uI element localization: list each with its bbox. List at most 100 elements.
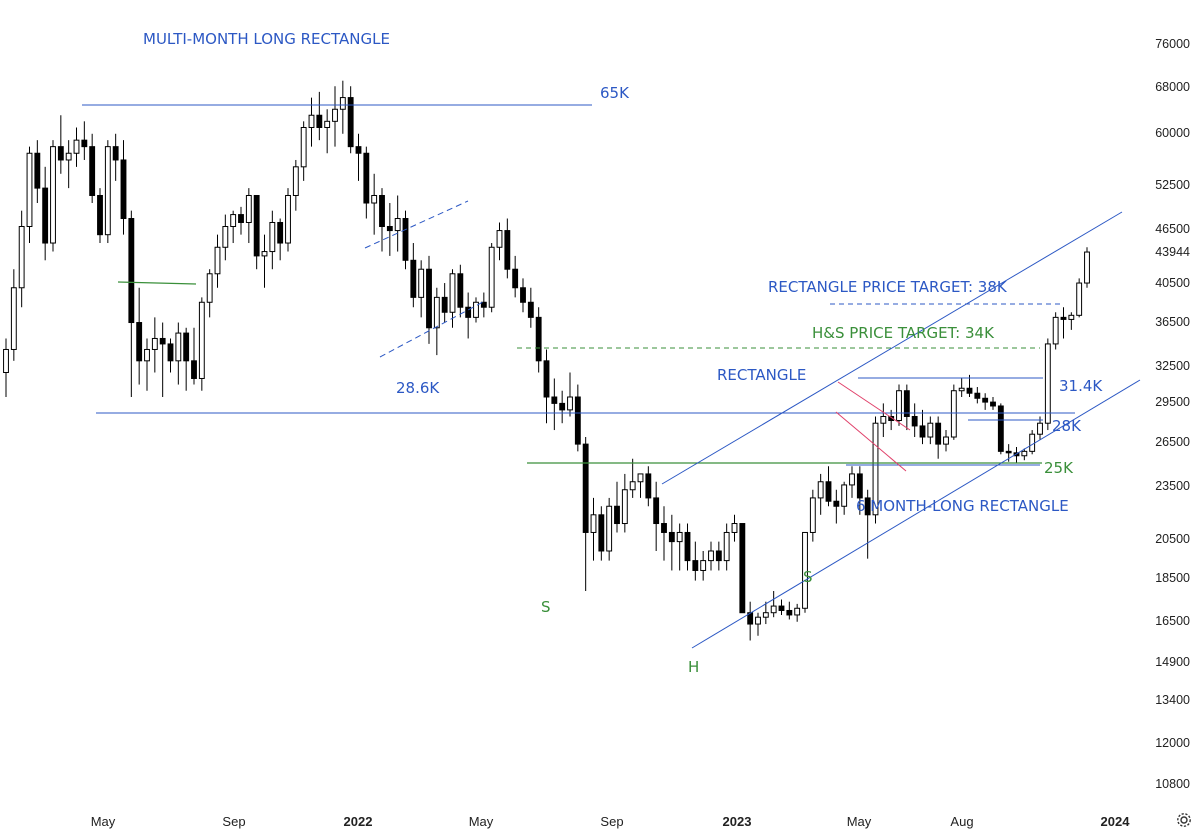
candle-body [198,301,205,379]
candle-body [332,108,338,122]
candle-body [974,392,981,399]
candle-body [982,397,989,403]
green-range-line-left [117,281,197,285]
candle-body [512,268,519,289]
candle-body [363,152,370,204]
left-shoulder-label: S [541,598,551,616]
y-tick-label: 14900 [1155,655,1190,669]
candle-body [543,360,550,398]
candle-body [817,481,824,499]
x-tick-label: May [90,814,116,829]
candle-body [355,146,362,154]
candle-body [606,505,613,552]
label-31-4k: 31.4K [1059,377,1103,395]
candle-body [880,415,887,424]
candle-body [1037,422,1043,435]
candle-body [300,126,307,168]
candle-body [144,348,150,362]
candle-body [919,425,926,438]
candle-body [379,194,385,228]
candle-body [1005,450,1012,454]
candlestick-series [3,80,1090,641]
candle-body [261,251,268,257]
candle-body [559,402,566,411]
candle-body [739,523,746,614]
candle-body [324,120,331,128]
candle-body [339,97,346,110]
right-shoulder-label: S [803,568,813,586]
candle-body [849,473,855,486]
candle-body [292,166,299,196]
y-tick-label: 52500 [1155,178,1190,192]
channel-upper-line [661,211,1123,485]
candle-body [347,97,354,148]
rectangle-label: RECTANGLE [717,366,807,384]
x-tick-label: 2022 [343,814,373,829]
y-tick-label: 26500 [1155,435,1190,449]
bull-flag-lower-line [835,411,907,472]
candle-body [950,390,957,438]
rectangle-price-target-label: RECTANGLE PRICE TARGET: 38K [768,278,1007,296]
candle-body [802,531,808,609]
candle-body [504,230,511,270]
x-tick-label: Sep [600,814,624,829]
multi-month-rectangle-label: MULTI-MONTH LONG RECTANGLE [143,30,390,48]
candle-body [1029,433,1036,452]
candle-body [433,296,440,329]
candle-body [136,322,143,362]
candle-body [700,560,707,571]
candle-body [441,296,448,313]
candle-body [128,218,135,324]
candle-body [496,230,503,248]
candle-body [81,139,88,148]
candle-body [833,500,840,507]
candle-body [402,218,409,261]
candle-body [104,146,111,236]
candle-body [230,214,237,228]
candle-body [488,246,495,308]
candle-body [214,246,221,275]
candle-body [10,287,17,350]
candle-body [277,221,284,244]
candle-body [1068,314,1075,320]
y-tick-label: 16500 [1155,614,1190,628]
channel-lower-line [691,379,1141,649]
candle-body [457,273,464,308]
candle-body [582,443,589,533]
label-28k: 28K [1052,417,1081,435]
candle-body [269,221,276,253]
candle-body [723,531,730,562]
candle-body [1060,316,1067,320]
candle-body [26,152,33,228]
candle-body [386,226,393,232]
candle-body [629,481,636,491]
candle-body [943,436,949,445]
settings-gear-icon[interactable] [1176,812,1192,828]
candle-body [762,612,769,618]
candle-body [89,146,96,196]
candle-body [371,194,378,204]
candle-body [856,473,863,499]
candle-body [645,473,652,499]
hs-price-target-label: H&S PRICE TARGET: 34K [812,324,994,342]
candle-body [473,301,479,318]
candle-body [151,337,158,350]
candle-body [245,194,252,223]
candle-body [809,497,816,533]
candle-body [990,401,996,407]
candle-body [935,422,942,445]
candle-body [426,268,432,329]
candle-body [574,396,581,445]
candle-body [621,489,628,525]
candle-body [3,348,9,373]
label-25k: 25K [1044,459,1073,477]
candle-body [18,226,25,289]
x-tick-label: May [846,814,872,829]
candle-body [614,505,620,525]
y-tick-label: 36500 [1155,315,1190,329]
candle-body [864,497,871,516]
candle-body [418,268,425,298]
y-tick-label: 23500 [1155,479,1190,493]
candle-body [308,114,315,128]
